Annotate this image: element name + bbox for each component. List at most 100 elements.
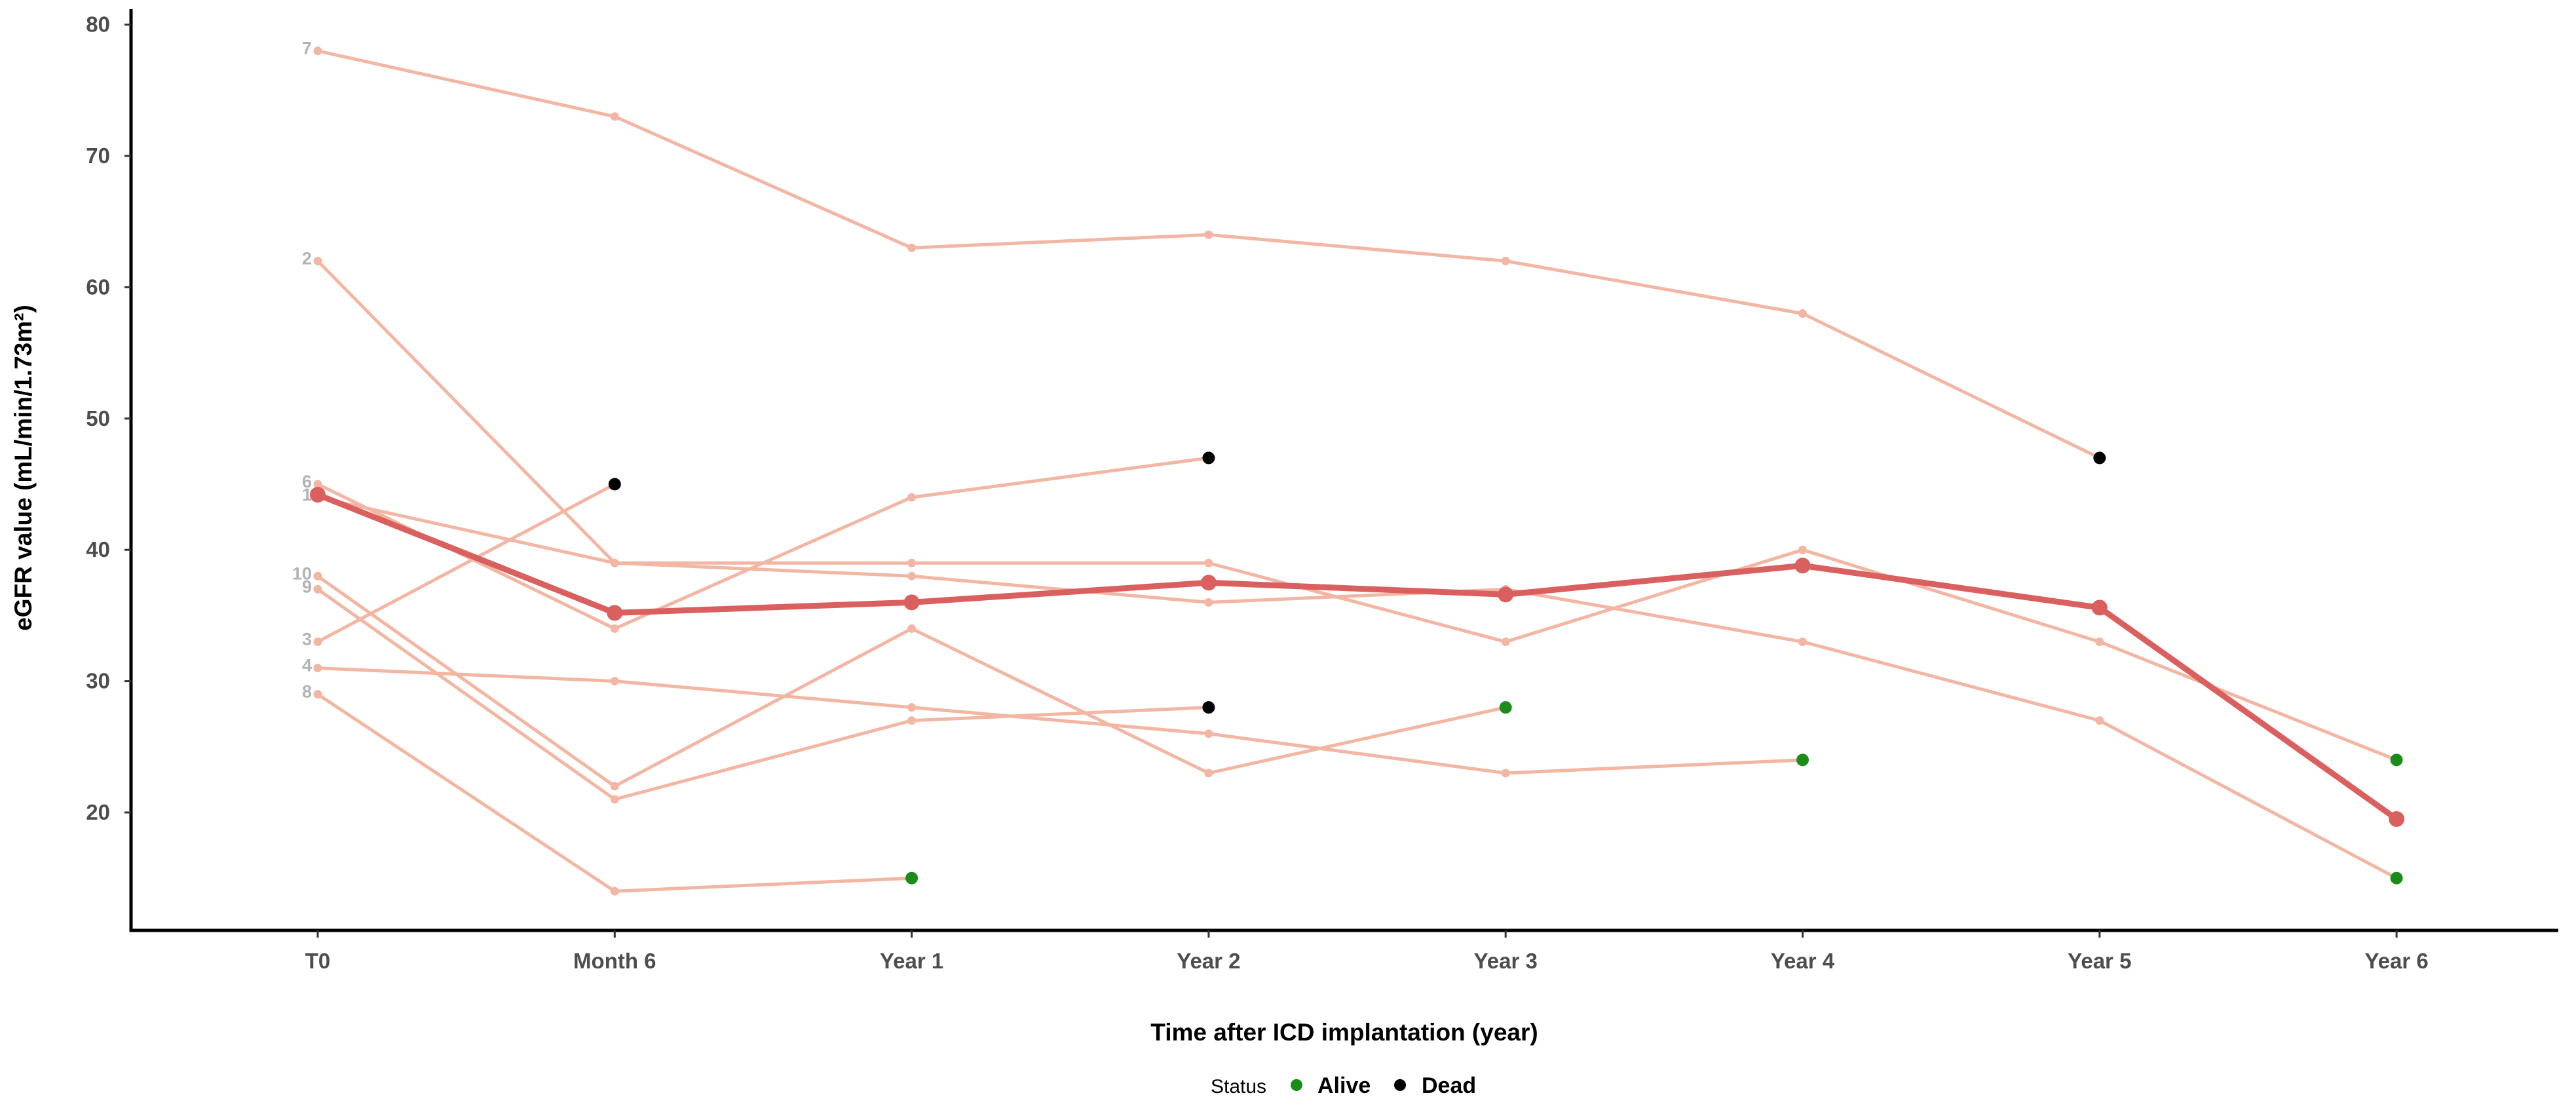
x-tick-label: Month 6 xyxy=(573,949,656,973)
patient-point xyxy=(1501,637,1510,646)
patient-labels-layer: 7 2 61 109 3 4 8 xyxy=(292,39,312,702)
y-tick-label: 80 xyxy=(86,12,110,37)
patient-point xyxy=(313,584,322,594)
y-tick-label: 50 xyxy=(86,406,110,430)
patient-point xyxy=(1204,729,1213,738)
mean-point xyxy=(1498,586,1514,603)
x-tick-label: Year 5 xyxy=(2068,949,2131,973)
legend-dead-marker xyxy=(1394,1079,1406,1091)
patient-id-label: 1 xyxy=(302,485,312,505)
patient-point xyxy=(610,782,619,791)
patient-line-7 xyxy=(317,49,2100,460)
patient-point xyxy=(907,558,917,567)
legend-alive-label: Alive xyxy=(1317,1073,1371,1098)
patient-id-label: 6 xyxy=(302,472,312,491)
patient-line-3 xyxy=(316,482,616,643)
status-point-dead xyxy=(608,478,621,491)
patient-line-1 xyxy=(317,495,2398,880)
patient-point xyxy=(313,664,322,673)
patient-point xyxy=(1204,769,1213,778)
y-tick-label: 20 xyxy=(86,800,110,824)
patient-point xyxy=(2095,637,2104,646)
y-tick-label: 40 xyxy=(86,537,110,562)
x-axis-title: Time after ICD implantation (year) xyxy=(1150,1019,1538,1046)
legend: Status Alive Dead xyxy=(1211,1073,1476,1098)
x-ticks: T0 Month 6 Year 1 Year 2 Year 3 Year 4 Year 5 Y… xyxy=(305,930,2429,973)
patient-point xyxy=(907,716,917,725)
patient-line-8 xyxy=(316,693,912,893)
patient-id-label: 2 xyxy=(302,248,312,268)
status-point-dead xyxy=(2093,451,2106,465)
patient-point xyxy=(1501,769,1510,778)
mean-point xyxy=(1794,558,1811,574)
legend-dead-label: Dead xyxy=(1422,1073,1476,1098)
status-point-alive xyxy=(1499,701,1512,714)
patient-point xyxy=(1798,545,1807,554)
legend-title: Status xyxy=(1211,1076,1266,1097)
status-point-dead xyxy=(1202,701,1215,714)
patient-point xyxy=(313,690,322,699)
patient-point xyxy=(610,677,619,686)
patient-point xyxy=(610,624,619,633)
status-point-alive xyxy=(1796,753,1809,767)
patient-point xyxy=(313,480,322,489)
legend-alive-marker xyxy=(1291,1079,1302,1091)
patient-line-9 xyxy=(316,588,1209,801)
y-tick-label: 70 xyxy=(86,143,110,168)
y-ticks: 20 30 40 50 60 70 80 xyxy=(86,12,131,824)
patient-point xyxy=(313,256,322,265)
x-tick-label: Year 6 xyxy=(2364,949,2428,973)
mean-line xyxy=(314,491,2400,822)
patient-points-layer xyxy=(313,47,2104,896)
patient-id-label: 7 xyxy=(302,39,312,58)
patient-id-label: 3 xyxy=(302,629,312,649)
patient-point xyxy=(313,47,322,56)
mean-point xyxy=(607,605,623,621)
x-tick-label: Year 3 xyxy=(1474,949,1538,973)
status-point-alive xyxy=(2390,871,2403,885)
patient-point xyxy=(1501,256,1510,265)
status-point-alive xyxy=(905,871,919,885)
mean-line-layer xyxy=(310,487,2405,828)
patient-point xyxy=(907,571,917,581)
status-point-dead xyxy=(1202,451,1215,465)
patient-point xyxy=(313,637,322,646)
patient-id-label: 4 xyxy=(302,656,312,676)
mean-point xyxy=(903,594,920,611)
patient-id-label: 10 xyxy=(292,563,312,583)
patient-id-label: 9 xyxy=(302,577,312,596)
patient-point xyxy=(1204,230,1213,239)
status-point-alive xyxy=(2390,753,2403,767)
y-tick-label: 30 xyxy=(86,669,110,693)
patient-point xyxy=(313,571,322,581)
patient-point xyxy=(907,243,917,252)
x-tick-label: Year 1 xyxy=(880,949,943,973)
patient-point xyxy=(1798,637,1807,646)
mean-point xyxy=(2389,811,2405,828)
patient-id-label: 8 xyxy=(302,682,312,702)
patient-point xyxy=(1204,598,1213,607)
patient-line-2 xyxy=(316,259,2398,762)
patient-point xyxy=(610,112,619,121)
patient-point xyxy=(610,795,619,804)
mean-point xyxy=(310,487,326,503)
patient-point xyxy=(610,558,619,567)
y-tick-label: 60 xyxy=(86,275,110,299)
patient-point xyxy=(610,887,619,896)
patient-point xyxy=(2095,716,2104,725)
patient-line-4 xyxy=(317,666,1803,775)
axes: 20 30 40 50 60 70 80 T0 Month 6 Year 1 Year 2 Year… xyxy=(86,9,2558,973)
x-tick-label: Year 4 xyxy=(1771,949,1835,973)
patient-point xyxy=(1798,309,1807,318)
x-tick-label: T0 xyxy=(305,949,331,973)
mean-point xyxy=(1200,575,1217,591)
status-points-layer xyxy=(608,451,2403,885)
y-axis-title: eGFR value (mL/min/1.73m²) xyxy=(10,305,37,631)
patient-point xyxy=(1204,558,1213,567)
patient-line-6 xyxy=(316,456,1209,630)
patient-point xyxy=(907,493,917,502)
patient-point xyxy=(907,703,917,712)
x-tick-label: Year 2 xyxy=(1177,949,1240,973)
patient-lines-layer xyxy=(316,49,2398,893)
